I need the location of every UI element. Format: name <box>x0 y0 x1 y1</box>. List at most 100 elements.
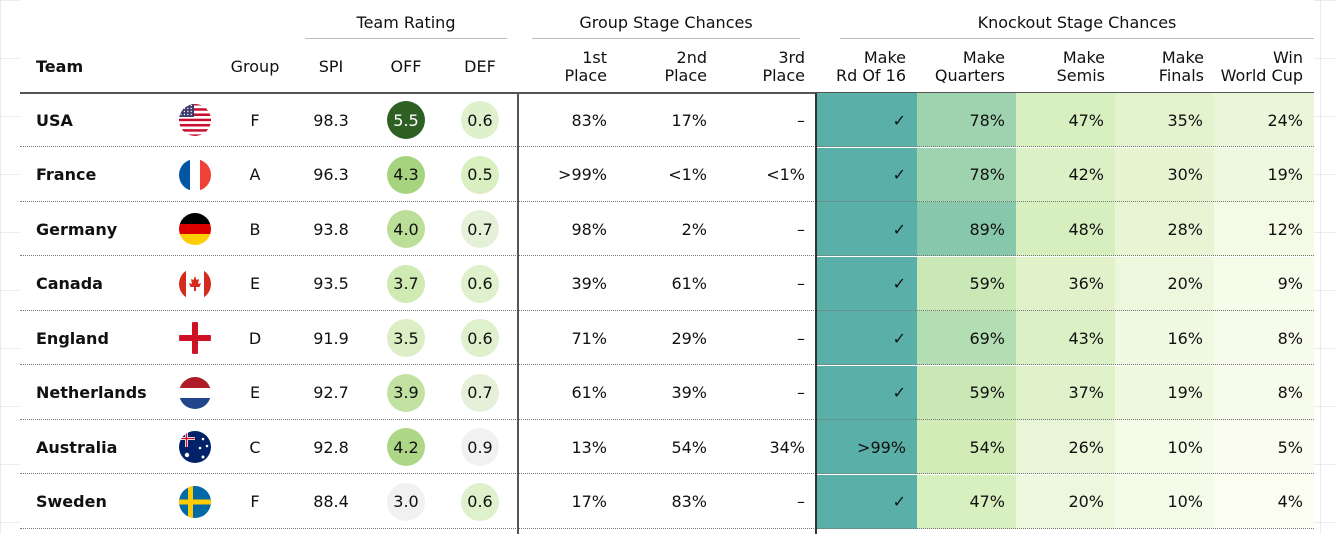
first-place-cell: 13% <box>571 437 607 457</box>
column-header-3rd-place: 3rd Place <box>762 48 805 85</box>
make-semis-shade <box>1016 256 1115 311</box>
make-semis-cell: 26% <box>1068 437 1104 457</box>
spi-cell: 92.8 <box>313 437 349 457</box>
team-name: Australia <box>36 437 118 457</box>
second-place-cell: 61% <box>671 274 707 293</box>
def-rating-bubble: 0.6 <box>461 101 499 139</box>
make-finals-cell: 20% <box>1167 274 1203 293</box>
second-place-cell: <1% <box>668 165 707 184</box>
make-quarters-cell: 89% <box>969 219 1005 239</box>
win-world-cup-cell: 8% <box>1277 383 1303 402</box>
column-header-make-quarters: Make Quarters <box>934 48 1005 85</box>
column-header-group: Group <box>230 57 280 76</box>
off-rating-bubble: 3.5 <box>387 319 425 357</box>
def-cell: 0.6 <box>452 475 508 529</box>
make-rd-of-16-cell: ✓ <box>892 328 906 348</box>
make-finals-cell: 10% <box>1167 437 1203 457</box>
make-semis-cell: 37% <box>1068 383 1104 402</box>
table-row: Sweden F 88.4 17% 83% – 3.0 0.6 ✓ 47% 20% 10% 4% <box>20 474 1314 529</box>
off-cell: 3.9 <box>378 366 434 420</box>
group-cell: E <box>249 274 261 293</box>
header-rule <box>20 92 1314 94</box>
make-quarters-cell: 78% <box>969 165 1005 184</box>
column-header-make-semis: Make Semis <box>1056 48 1105 85</box>
make-rd-of-16-shade <box>817 202 917 256</box>
second-place-cell: 17% <box>671 110 707 130</box>
def-rating-bubble: 0.6 <box>461 264 499 303</box>
make-semis-shade <box>1016 311 1115 365</box>
table-row: France A 96.3 >99% <1% <1% 4.3 0.5 ✓ 78% 42% 30% 19% <box>20 147 1314 202</box>
canada-flag-icon <box>179 267 211 300</box>
flag-cell <box>175 93 215 147</box>
make-rd-of-16-shade <box>817 256 917 311</box>
table-row: Netherlands E 92.7 61% 39% – 3.9 0.7 ✓ 59% 37% 19% 8… <box>20 365 1314 420</box>
off-rating-bubble: 3.0 <box>387 482 425 521</box>
make-finals-shade <box>1115 365 1214 420</box>
france-flag-icon <box>179 158 211 191</box>
column-header-1st-place: 1st Place <box>564 48 607 85</box>
make-quarters-cell: 54% <box>969 437 1005 457</box>
make-rd-of-16-cell: ✓ <box>892 383 906 402</box>
make-rd-of-16-cell: ✓ <box>892 110 906 130</box>
row-separator <box>20 473 1314 474</box>
off-cell: 4.2 <box>378 420 434 474</box>
make-quarters-shade <box>917 147 1016 202</box>
third-place-cell: 34% <box>769 437 805 457</box>
make-rd-of-16-cell: ✓ <box>892 165 906 184</box>
off-rating-bubble: 4.0 <box>387 210 425 248</box>
second-place-cell: 29% <box>671 328 707 348</box>
make-rd-of-16-shade <box>817 311 917 365</box>
off-rating-bubble: 4.3 <box>387 155 425 194</box>
team-name: Sweden <box>36 492 107 511</box>
second-place-cell: 2% <box>681 219 707 239</box>
first-place-cell: 98% <box>571 219 607 239</box>
make-rd-of-16-cell: ✓ <box>892 219 906 239</box>
def-rating-bubble: 0.5 <box>461 155 499 194</box>
off-cell: 4.3 <box>378 148 434 202</box>
make-finals-shade <box>1115 147 1214 202</box>
flag-cell <box>175 148 215 202</box>
netherlands-flag-icon <box>179 376 211 409</box>
column-header-2nd-place: 2nd Place <box>664 48 707 85</box>
def-rating-bubble: 0.7 <box>461 373 499 412</box>
off-cell: 3.0 <box>378 475 434 529</box>
make-finals-cell: 19% <box>1167 383 1203 402</box>
spi-cell: 88.4 <box>313 492 349 511</box>
row-separator <box>20 527 1314 529</box>
group-cell: F <box>250 492 260 511</box>
def-rating-bubble: 0.6 <box>461 482 499 521</box>
win-world-cup-shade <box>1214 93 1314 147</box>
group-header-team-rating: Team Rating <box>305 13 507 39</box>
off-rating-bubble: 3.9 <box>387 373 425 412</box>
flag-cell <box>175 257 215 311</box>
rating-group-divider <box>517 93 519 534</box>
make-semis-shade <box>1016 474 1115 529</box>
group-cell: C <box>249 437 261 457</box>
make-rd-of-16-shade <box>817 365 917 420</box>
make-rd-of-16-shade <box>817 93 917 147</box>
column-header-spi: SPI <box>318 57 344 76</box>
spi-cell: 93.8 <box>313 219 349 239</box>
group-cell: E <box>249 383 261 402</box>
australia-flag-icon <box>179 431 211 463</box>
def-cell: 0.7 <box>452 366 508 420</box>
flag-cell <box>175 366 215 420</box>
off-cell: 3.7 <box>378 257 434 311</box>
off-rating-bubble: 4.2 <box>387 428 425 466</box>
make-quarters-shade <box>917 256 1016 311</box>
table-row: USA F 98.3 83% 17% – 5.5 0.6 ✓ 78% 47% 35% 24% <box>20 93 1314 147</box>
group-cell: B <box>249 219 261 239</box>
make-quarters-cell: 59% <box>969 274 1005 293</box>
make-rd-of-16-cell: ✓ <box>892 492 906 511</box>
win-world-cup-shade <box>1214 365 1314 420</box>
column-header-make-finals: Make Finals <box>1158 48 1204 85</box>
make-finals-shade <box>1115 474 1214 529</box>
make-finals-shade <box>1115 256 1214 311</box>
win-world-cup-shade <box>1214 202 1314 256</box>
off-rating-bubble: 3.7 <box>387 264 425 303</box>
team-name: France <box>36 165 97 184</box>
win-world-cup-cell: 12% <box>1267 219 1303 239</box>
third-place-cell: – <box>797 383 805 402</box>
make-quarters-shade <box>917 93 1016 147</box>
spi-cell: 98.3 <box>313 110 349 130</box>
